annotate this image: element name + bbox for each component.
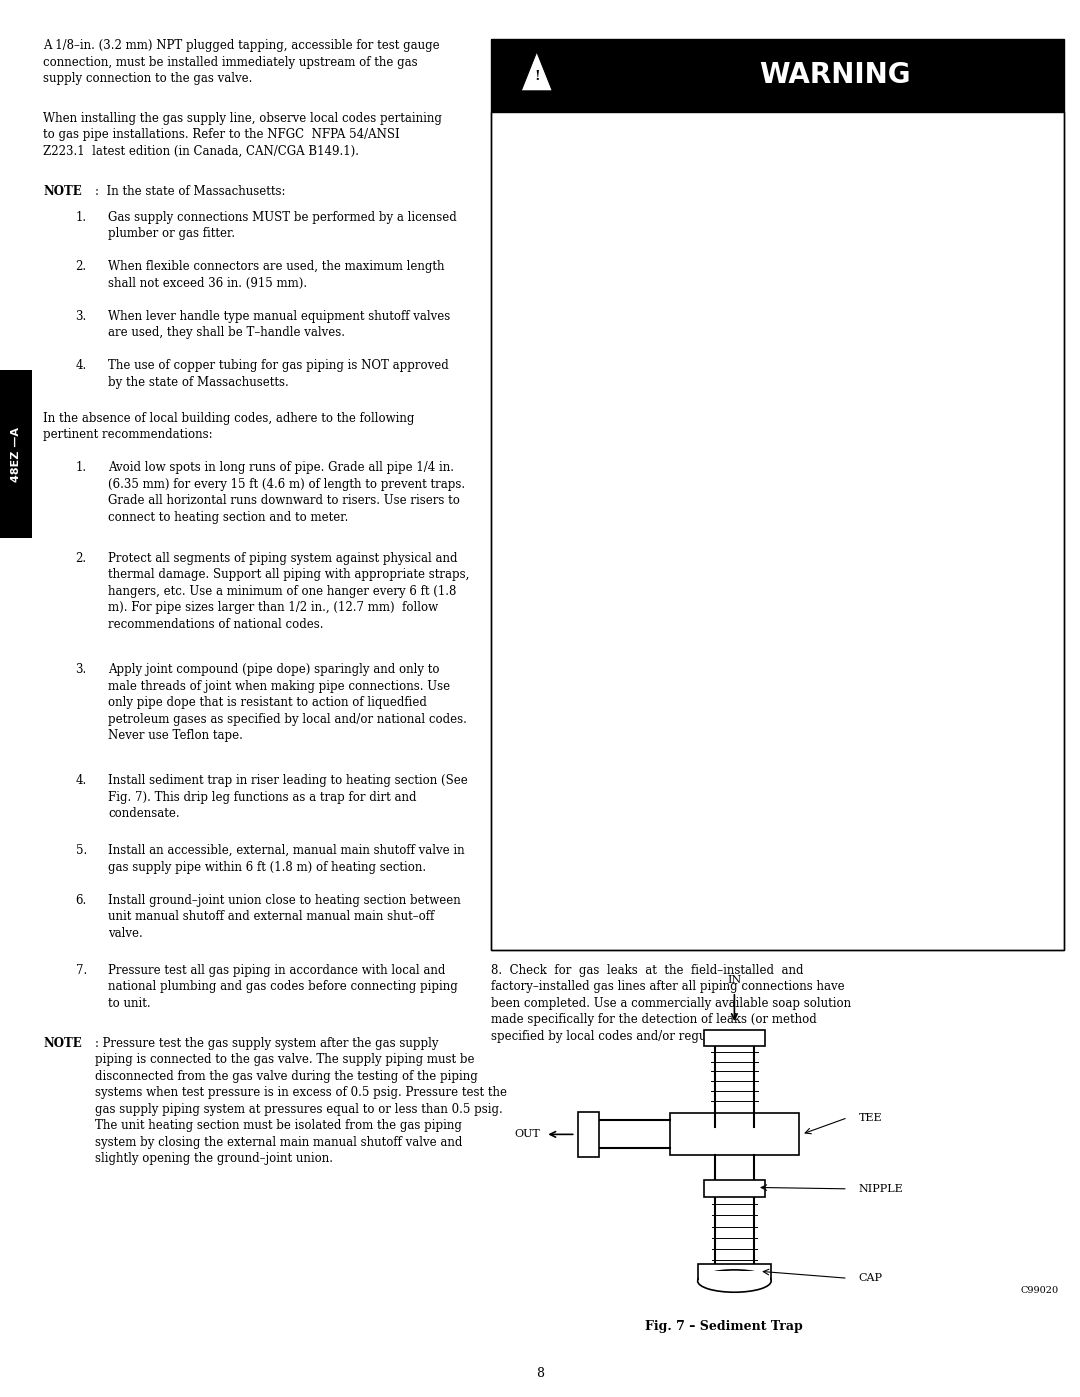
Bar <box>0 370 32 538</box>
Text: Apply joint compound (pipe dope) sparingly and only to
male threads of joint whe: Apply joint compound (pipe dope) sparing… <box>108 664 467 742</box>
Text: Pressure test all gas piping in accordance with local and
national plumbing and : Pressure test all gas piping in accordan… <box>108 964 458 1010</box>
Bar <box>491 39 1064 112</box>
Text: 2.: 2. <box>76 260 86 274</box>
Text: 1.: 1. <box>76 211 86 224</box>
Text: Failure to follow this warning could result in personal injury,
death and/or pro: Failure to follow this warning could res… <box>505 161 866 190</box>
Polygon shape <box>522 52 552 91</box>
Text: CAP: CAP <box>859 1273 882 1284</box>
Bar <box>699 1271 770 1282</box>
Bar <box>578 1112 599 1157</box>
Bar <box>670 1113 799 1155</box>
Text: Install sediment trap in riser leading to heating section (See
Fig. 7). This dri: Install sediment trap in riser leading t… <box>108 774 468 820</box>
Text: 8.  Check  for  gas  leaks  at  the  field–installed  and
factory–installed gas : 8. Check for gas leaks at the field–inst… <box>491 964 851 1044</box>
Text: WARNING: WARNING <box>759 61 910 89</box>
Text: Install an accessible, external, manual main shutoff valve in
gas supply pipe wi: Install an accessible, external, manual … <box>108 844 464 873</box>
Text: 3.: 3. <box>76 310 86 323</box>
Bar <box>491 39 1064 950</box>
Text: When flexible connectors are used, the maximum length
shall not exceed 36 in. (9: When flexible connectors are used, the m… <box>108 260 445 291</box>
Text: When installing the gas supply line, observe local codes pertaining
to gas pipe : When installing the gas supply line, obs… <box>43 112 442 158</box>
Text: 3.: 3. <box>76 664 86 676</box>
Text: –Use proper length of pipe to avoid stress on gas control
manifold.: –Use proper length of pipe to avoid stre… <box>505 366 845 397</box>
Text: The use of copper tubing for gas piping is NOT approved
by the state of Massachu: The use of copper tubing for gas piping … <box>108 359 449 388</box>
Text: C99020: C99020 <box>1021 1287 1058 1295</box>
Ellipse shape <box>698 1270 771 1292</box>
Text: !: ! <box>534 70 540 84</box>
Text: 4.: 4. <box>76 359 86 373</box>
Text: –If codes allow a flexible connector, always use a new
connector. Do not use a c: –If codes allow a flexible connector, al… <box>505 518 838 564</box>
Text: :  In the state of Massachusetts:: : In the state of Massachusetts: <box>95 184 285 198</box>
Text: Pressure test the gas supply system after the gas supply
piping is connected to : Pressure test the gas supply system afte… <box>95 1037 507 1165</box>
Text: 1.: 1. <box>76 461 86 474</box>
Text: A 1/8–in. (3.2 mm) NPT plugged tapping, accessible for test gauge
connection, mu: A 1/8–in. (3.2 mm) NPT plugged tapping, … <box>43 39 440 85</box>
Text: 5.: 5. <box>76 844 86 858</box>
Text: 6.: 6. <box>76 894 86 907</box>
Text: NIPPLE: NIPPLE <box>859 1183 903 1194</box>
Text: –If a flexible connector is required or allowed by authority
having jurisdiction: –If a flexible connector is required or … <box>505 422 853 485</box>
Text: In the absence of local building codes, adhere to the following
pertinent recomm: In the absence of local building codes, … <box>43 412 415 441</box>
Bar <box>704 1030 765 1046</box>
Text: 8: 8 <box>536 1368 544 1380</box>
Bar <box>698 1264 771 1281</box>
Text: NOTE: NOTE <box>43 1037 82 1049</box>
Text: :: : <box>95 1037 99 1049</box>
Bar <box>704 1180 765 1197</box>
Text: 7.: 7. <box>76 964 86 977</box>
Text: Fig. 7 – Sediment Trap: Fig. 7 – Sediment Trap <box>645 1320 802 1333</box>
Text: 4.: 4. <box>76 774 86 787</box>
Text: Install ground–joint union close to heating section between
unit manual shutoff : Install ground–joint union close to heat… <box>108 894 461 940</box>
Text: When lever handle type manual equipment shutoff valves
are used, they shall be T: When lever handle type manual equipment … <box>108 310 450 339</box>
Text: TEE: TEE <box>859 1112 882 1123</box>
Text: OUT: OUT <box>514 1129 540 1140</box>
Text: Protect all segments of piping system against physical and
thermal damage. Suppo: Protect all segments of piping system ag… <box>108 552 470 631</box>
Text: Avoid low spots in long runs of pipe. Grade all pipe 1/4 in.
(6.35 mm) for every: Avoid low spots in long runs of pipe. Gr… <box>108 461 465 524</box>
Text: –Never purge a gas line into a combustion chamber. Never
test for gas leaks with: –Never purge a gas line into a combustio… <box>505 271 866 332</box>
Text: –Connect gas pipe to unit using a backup wrench to avoid
damaging gas controls.: –Connect gas pipe to unit using a backup… <box>505 215 851 244</box>
Text: FIRE OR EXPLOSION HAZARD: FIRE OR EXPLOSION HAZARD <box>505 131 708 144</box>
Text: Gas supply connections MUST be performed by a licensed
plumber or gas fitter.: Gas supply connections MUST be performed… <box>108 211 457 240</box>
Text: 48EZ —A: 48EZ —A <box>11 426 22 482</box>
Bar <box>491 112 1064 950</box>
Text: 2.: 2. <box>76 552 86 564</box>
Text: NOTE: NOTE <box>43 184 82 198</box>
Text: IN: IN <box>727 975 742 985</box>
